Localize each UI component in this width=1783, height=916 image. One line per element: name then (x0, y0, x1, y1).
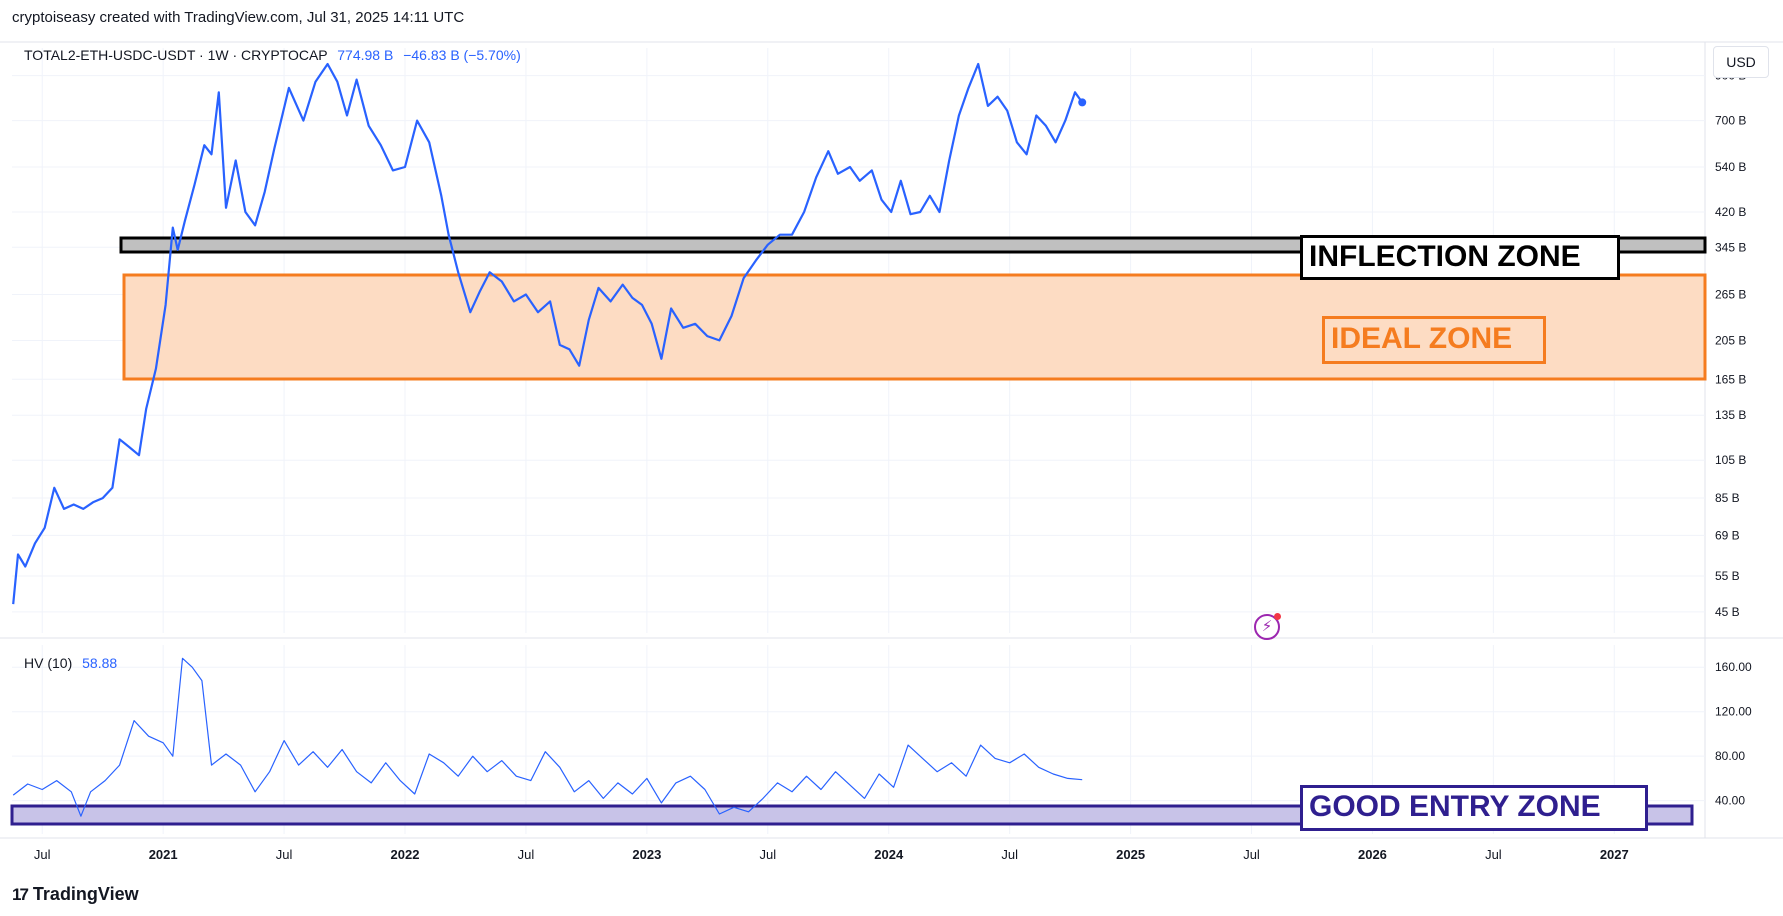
price-axis-label: 265 B (1715, 287, 1746, 301)
good-entry-zone-label: GOOD ENTRY ZONE (1300, 785, 1648, 831)
tradingview-brand: TradingView (32, 884, 139, 904)
price-axis-label: 45 B (1715, 605, 1740, 619)
time-axis-label: 2023 (632, 847, 661, 862)
currency-button[interactable]: USD (1713, 46, 1769, 78)
time-axis-label: Jul (1485, 847, 1502, 862)
price-axis-label: 345 B (1715, 240, 1746, 254)
price-axis-label: 105 B (1715, 453, 1746, 467)
hv-axis-label: 160.00 (1715, 660, 1752, 674)
hv-line (12, 657, 1083, 817)
price-axis-label: 69 B (1715, 528, 1740, 542)
inflection-zone-label: INFLECTION ZONE (1300, 235, 1620, 280)
symbol-label: TOTAL2-ETH-USDC-USDT · 1W · CRYPTOCAP (24, 47, 328, 63)
price-axis-label: 165 B (1715, 372, 1746, 386)
chart-caption: cryptoiseasy created with TradingView.co… (12, 9, 465, 26)
price-axis-label: 55 B (1715, 569, 1740, 583)
chart-canvas[interactable]: Jul 2021 Jul 2022 Jul 2023 Jul 2024 Jul 2025 Jul 20… (0, 40, 1783, 880)
price-line (12, 62, 1084, 605)
time-axis-label: 2025 (1116, 847, 1145, 862)
time-axis-label: Jul (276, 847, 293, 862)
price-axis-label: 540 B (1715, 160, 1746, 174)
time-axis-label: Jul (1243, 847, 1260, 862)
price-change: −46.83 B (−5.70%) (403, 47, 521, 63)
good-entry-zone-box (10, 804, 1694, 826)
hv-axis-label: 40.00 (1715, 794, 1745, 808)
hv-indicator-name: HV (10) (24, 655, 73, 671)
last-price-marker (1078, 98, 1087, 107)
price-axis-label: 85 B (1715, 491, 1740, 505)
time-axis-label: Jul (1001, 847, 1018, 862)
time-axis-label: 2021 (149, 847, 178, 862)
hv-axis-label: 120.00 (1715, 705, 1752, 719)
hv-legend: HV (10) 58.88 (24, 655, 117, 671)
main-legend: TOTAL2-ETH-USDC-USDT · 1W · CRYPTOCAP 77… (24, 47, 521, 63)
snapshot-bolt-icon[interactable]: ⚡ (1254, 613, 1281, 640)
time-axis-label: 2022 (391, 847, 420, 862)
price-axis-label: 205 B (1715, 333, 1746, 347)
chart-frame[interactable]: Jul 2021 Jul 2022 Jul 2023 Jul 2024 Jul 2025 Jul 20… (0, 40, 1783, 880)
notification-dot (1274, 613, 1281, 620)
time-axis-label: Jul (759, 847, 776, 862)
ideal-zone-label: IDEAL ZONE (1322, 316, 1546, 364)
time-axis-label: 2024 (874, 847, 904, 862)
time-axis-label: Jul (518, 847, 535, 862)
time-axis-label: 2027 (1600, 847, 1629, 862)
price-axis-label: 135 B (1715, 408, 1746, 422)
time-axis-label: 2026 (1358, 847, 1387, 862)
price-axis-label: 420 B (1715, 205, 1746, 219)
time-axis-label: Jul (34, 847, 51, 862)
tradingview-logo[interactable]: 17 TradingView (12, 884, 139, 905)
hv-indicator-value: 58.88 (82, 655, 118, 671)
hv-axis-label: 80.00 (1715, 749, 1745, 763)
tradingview-mark-icon: 17 (12, 884, 29, 904)
last-price: 774.98 B (337, 47, 394, 63)
price-axis-label: 700 B (1715, 114, 1746, 128)
